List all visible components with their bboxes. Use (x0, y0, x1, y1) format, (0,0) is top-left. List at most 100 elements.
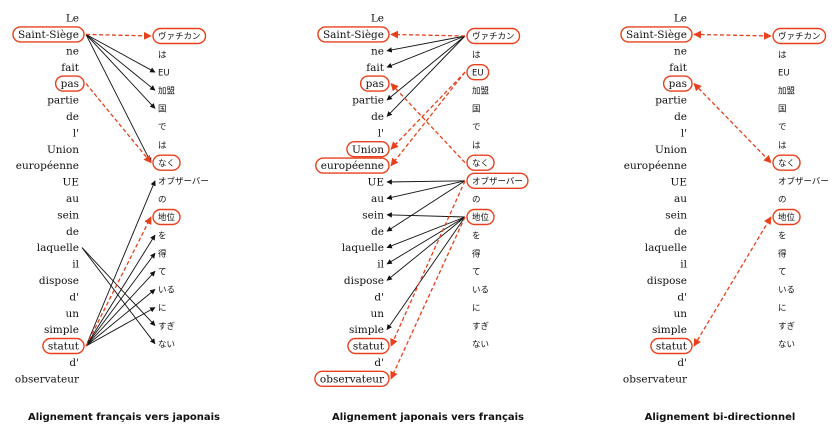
fr-word: UE (62, 177, 79, 189)
fr-word: sein (57, 209, 79, 221)
fr-word: au (674, 193, 687, 205)
fr-word: simple (349, 324, 384, 336)
alignment-arrow (386, 216, 466, 249)
fr-word: partie (352, 95, 384, 107)
fr-word: Le (674, 13, 687, 25)
ja-word: いる (472, 286, 489, 296)
selected-alignment-arrow (390, 216, 466, 380)
selected-alignment-arrow (390, 30, 466, 39)
fr-word: européenne (321, 160, 384, 172)
ja-word: オブザーバー (778, 176, 829, 187)
ja-word: は (778, 50, 787, 60)
alignment-arrow (85, 34, 152, 164)
fr-word: Saint-Siège (626, 29, 687, 41)
ja-word: 加盟 (158, 86, 176, 97)
fr-word-box (315, 157, 390, 174)
ja-word: て (472, 268, 481, 278)
panel-caption: Alignement japonais vers français (332, 412, 524, 423)
fr-word: simple (652, 324, 687, 336)
fr-word: d' (69, 291, 79, 303)
selected-alignment-arrow (390, 71, 466, 150)
ja-word: に (778, 304, 787, 314)
ja-word-box (466, 63, 490, 81)
fr-word: observateur (623, 373, 688, 385)
fr-word: statut (656, 341, 688, 353)
fr-word-box (317, 26, 390, 43)
fr-word: au (371, 193, 384, 205)
ja-word: 加盟 (778, 86, 796, 97)
fr-word: ne (371, 45, 384, 57)
alignment-arrow (85, 234, 156, 347)
selected-alignment-arrow (85, 216, 152, 347)
ja-word: に (472, 304, 481, 314)
fr-word: un (673, 308, 687, 320)
ja-word: の (472, 195, 481, 205)
fr-word: il (377, 259, 384, 271)
fr-word-box (346, 140, 390, 158)
fr-word: Union (655, 144, 687, 156)
ja-word: は (158, 50, 167, 60)
ja-word-box (772, 208, 801, 226)
fr-word: l' (681, 127, 687, 139)
ja-word: 加盟 (472, 86, 490, 97)
ja-word: なく (158, 159, 175, 169)
ja-word: 地位 (778, 212, 796, 223)
ja-word: オブザーバー (158, 176, 209, 187)
alignment-arrow (386, 216, 466, 331)
ja-word: ない (158, 340, 175, 350)
alignment-arrow (386, 35, 466, 117)
ja-word: で (158, 123, 167, 133)
ja-word: で (778, 123, 787, 133)
fr-word-box (650, 337, 693, 355)
ja-word-box (466, 27, 521, 45)
fr-word-box (54, 75, 85, 92)
ja-word: ヴァチカン (778, 31, 821, 42)
alignment-arrow (85, 180, 156, 347)
ja-word-box (772, 27, 827, 45)
fr-word: d' (677, 357, 687, 369)
fr-word: partie (47, 95, 79, 107)
fr-word: laquelle (37, 242, 79, 254)
fr-word: fait (366, 62, 385, 74)
fr-word: de (674, 111, 687, 123)
fr-word: UE (670, 177, 687, 189)
ja-word: を (158, 231, 167, 241)
fr-word: sein (362, 209, 384, 221)
panel-2: Le Saint-Siège ne fait pas partie de l' Union eur… (320, 13, 523, 386)
fr-word: ne (674, 45, 687, 57)
fr-word: laquelle (645, 242, 687, 254)
fr-word: ne (66, 45, 79, 57)
fr-word: sein (665, 209, 687, 221)
panel-3: Le Saint-Siège ne fait pas partie de l' Union eur… (623, 13, 829, 386)
ja-word: 国 (158, 105, 167, 115)
fr-word-box (359, 75, 390, 92)
fr-word: d' (374, 291, 384, 303)
selected-alignment-arrow (85, 31, 152, 40)
ja-word-box (152, 208, 181, 226)
fr-word-box (347, 337, 390, 355)
ja-word: て (158, 268, 167, 278)
fr-word: fait (669, 62, 688, 74)
fr-word: européenne (624, 160, 687, 172)
fr-word: pas (366, 78, 384, 90)
fr-word: UE (367, 177, 384, 189)
fr-word-box (662, 75, 693, 92)
ja-word: 国 (472, 105, 481, 115)
ja-word-box (466, 172, 529, 190)
fr-word: d' (374, 357, 384, 369)
fr-word: un (370, 308, 384, 320)
fr-word: dispose (647, 275, 687, 287)
alignment-arrow (85, 252, 156, 347)
alignment-arrow (386, 35, 466, 101)
ja-word: すぎ (158, 321, 176, 332)
ja-word: なく (778, 159, 795, 169)
ja-word: いる (778, 286, 795, 296)
ja-word: 地位 (158, 212, 176, 223)
ja-word: EU (158, 68, 170, 78)
ja-word-box (152, 154, 181, 171)
fr-word: d' (677, 291, 687, 303)
fr-word: Le (66, 13, 79, 25)
ja-word: を (472, 231, 481, 241)
ja-word: 得 (158, 248, 167, 259)
alignment-arrow (85, 34, 156, 91)
